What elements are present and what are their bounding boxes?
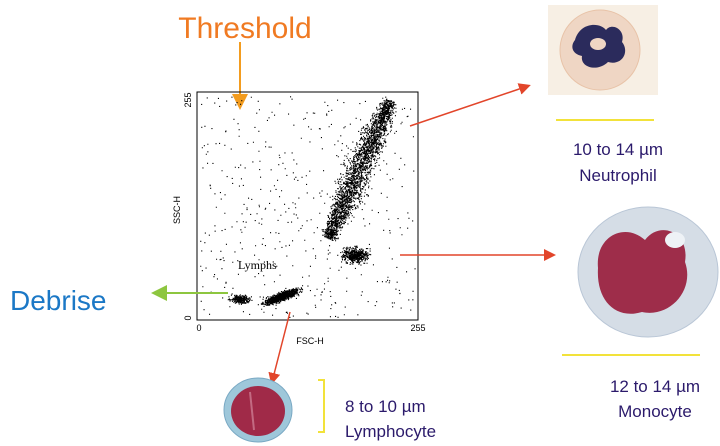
cell-name: Neutrophil [579,166,657,185]
lymphocyte-image [224,378,292,442]
monocyte-image [578,207,718,337]
debris-label: Debrise [10,285,106,316]
scatter-events [200,96,415,318]
debris-cluster [228,293,253,305]
y-tick-label: 255 [183,92,193,107]
x-tick-label: 0 [196,323,201,333]
cell-size: 12 to 14 µm [610,377,700,396]
neutrophil-cluster [322,98,397,242]
x-tick-label: 255 [410,323,425,333]
cell-size: 10 to 14 µm [573,140,663,159]
x-axis-label: FSC-H [296,336,324,346]
neutrophil-arrow [410,86,528,126]
cell-name: Lymphocyte [345,422,436,441]
diagram: Threshold 0 255 FSC-H 0 255 SSC-H Lymphs… [0,0,720,446]
y-tick-label: 0 [183,315,193,320]
neutrophil-image [548,5,658,95]
lymphocyte-cluster [261,285,303,310]
y-axis-label: SSC-H [172,196,182,224]
cell-size: 8 to 10 µm [345,397,426,416]
scale-bar [318,380,324,432]
monocyte-cluster [337,246,371,266]
cell-name: Monocyte [618,402,692,421]
lymphs-label: Lymphs [238,258,277,272]
lymphocyte-arrow [272,312,290,382]
threshold-label: Threshold [178,12,311,45]
